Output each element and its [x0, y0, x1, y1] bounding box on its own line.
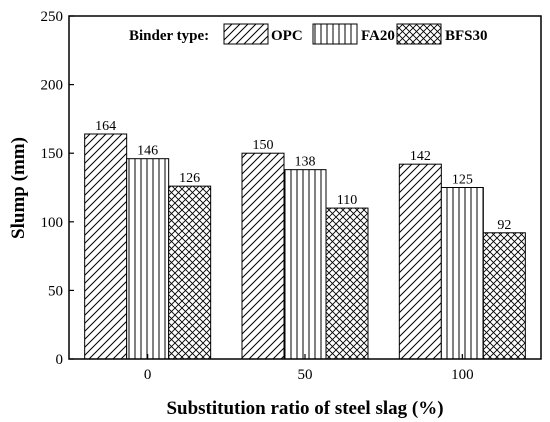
data-label-bfs30-50: 110 — [337, 193, 357, 208]
bar-bfs30-100 — [482, 232, 526, 360]
legend-label-opc: OPC — [271, 28, 303, 44]
bar-bfs30-50 — [325, 207, 369, 360]
legend-swatch-fa20 — [312, 23, 358, 45]
y-tick-label-50: 50 — [48, 283, 63, 299]
legend: Binder type: OPC FA20 BFS30 — [129, 23, 488, 45]
bar-fa20-0 — [126, 158, 170, 360]
bar-bfs30-0 — [168, 185, 212, 360]
y-axis-title: Slump (mm) — [8, 137, 29, 239]
data-label-fa20-50: 138 — [295, 155, 316, 170]
y-tick-label-150: 150 — [41, 146, 64, 162]
legend-title: Binder type: — [129, 28, 209, 44]
legend-label-fa20: FA20 — [361, 28, 395, 44]
legend-label-bfs30: BFS30 — [445, 28, 488, 44]
y-axis-ticks: 0 50 100 150 200 250 — [41, 9, 74, 368]
x-tick-label-100: 100 — [451, 367, 474, 383]
data-label-fa20-0: 146 — [137, 144, 158, 159]
y-tick-label-100: 100 — [41, 215, 64, 231]
bar-fa20-100 — [440, 187, 484, 360]
data-label-opc-100: 142 — [410, 149, 431, 164]
bar-opc-100 — [398, 163, 442, 360]
bar-fa20-50 — [283, 169, 327, 360]
x-axis-title: Substitution ratio of steel slag (%) — [166, 398, 443, 419]
data-labels-layer: 164 146 126 150 138 110 142 125 92 — [95, 119, 511, 233]
bars-layer — [84, 133, 526, 360]
y-tick-label-250: 250 — [41, 9, 64, 25]
data-label-opc-50: 150 — [253, 138, 274, 153]
data-label-opc-0: 164 — [95, 119, 116, 134]
y-tick-label-200: 200 — [41, 78, 64, 94]
x-tick-label-50: 50 — [298, 367, 313, 383]
x-tick-label-0: 0 — [144, 367, 152, 383]
legend-swatch-bfs30 — [396, 23, 442, 45]
data-label-bfs30-0: 126 — [179, 171, 200, 186]
data-label-fa20-100: 125 — [452, 173, 473, 188]
bar-opc-50 — [241, 152, 285, 360]
legend-swatch-opc — [223, 23, 269, 45]
y-tick-label-0: 0 — [56, 352, 64, 368]
data-label-bfs30-100: 92 — [497, 218, 511, 233]
x-axis-ticks: 0 50 100 — [144, 354, 474, 383]
bar-opc-0 — [84, 133, 128, 360]
